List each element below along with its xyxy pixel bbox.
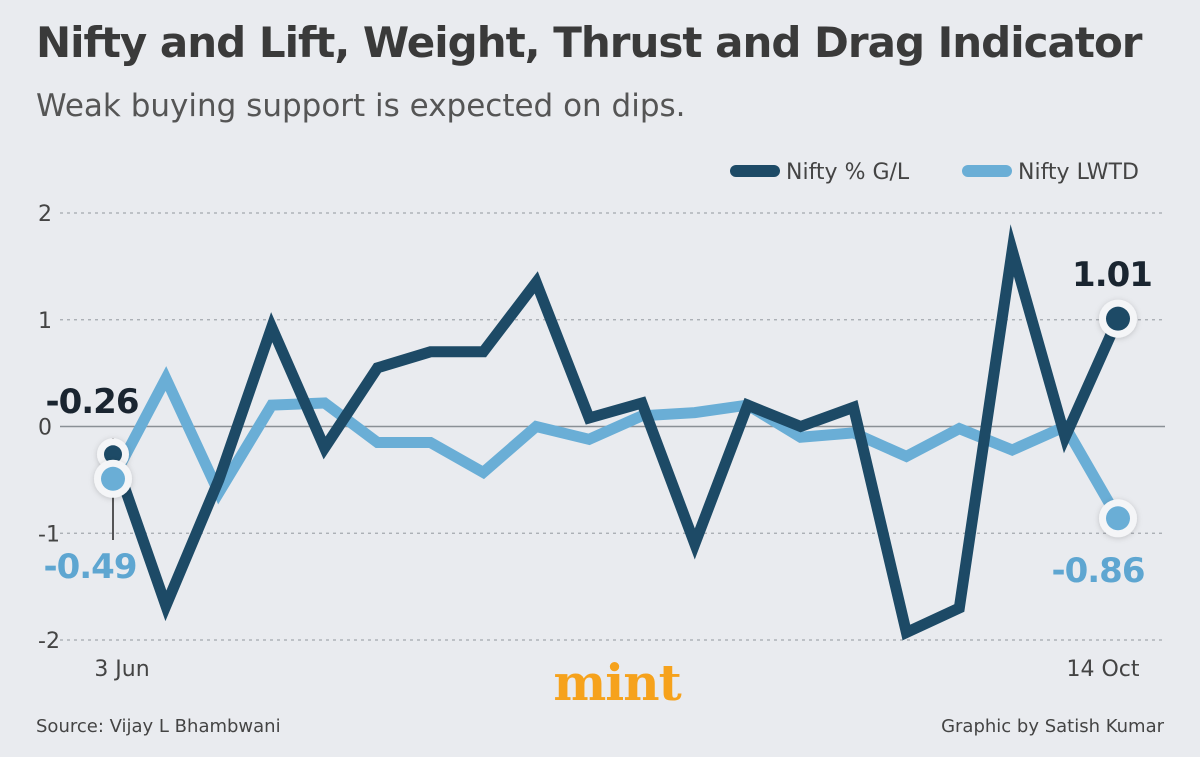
legend-label: Nifty % G/L	[786, 160, 910, 185]
y-tick-label: -1	[38, 522, 60, 547]
end-markers	[94, 299, 1137, 540]
source-note: Source: Vijay L Bhambwani	[36, 716, 281, 737]
y-tick-label: 2	[38, 202, 52, 227]
chart-subtitle: Weak buying support is expected on dips.	[36, 88, 686, 124]
data-label: 1.01	[1072, 255, 1152, 295]
data-point-marker	[101, 466, 125, 491]
y-tick-label: 0	[38, 416, 52, 441]
data-label: -0.26	[46, 382, 139, 422]
series-lines	[107, 224, 1124, 641]
data-point-marker	[104, 445, 122, 464]
y-axis-ticks: 2 1 0 -1 -2	[38, 202, 60, 654]
data-labels: -0.26 -0.49 1.01 -0.86	[44, 255, 1153, 591]
series-line-nifty-lwtd	[108, 366, 1123, 522]
y-tick-label: 1	[38, 309, 52, 334]
graphic-credit: Graphic by Satish Kumar	[941, 716, 1164, 737]
series-line-nifty-gl	[107, 224, 1124, 641]
data-label: -0.49	[44, 547, 137, 587]
data-point-marker	[1106, 306, 1130, 331]
data-label: -0.86	[1052, 551, 1145, 591]
x-axis-labels: 3 Jun 14 Oct	[94, 657, 1140, 682]
legend: Nifty % G/L Nifty LWTD	[730, 160, 1139, 185]
data-point-marker	[1106, 506, 1130, 531]
chart-title: Nifty and Lift, Weight, Thrust and Drag …	[36, 18, 1143, 67]
x-tick-label: 14 Oct	[1066, 657, 1139, 682]
legend-label: Nifty LWTD	[1018, 160, 1139, 185]
y-tick-label: -2	[38, 629, 60, 654]
mint-logo: mint	[553, 653, 681, 712]
x-tick-label: 3 Jun	[94, 657, 149, 682]
